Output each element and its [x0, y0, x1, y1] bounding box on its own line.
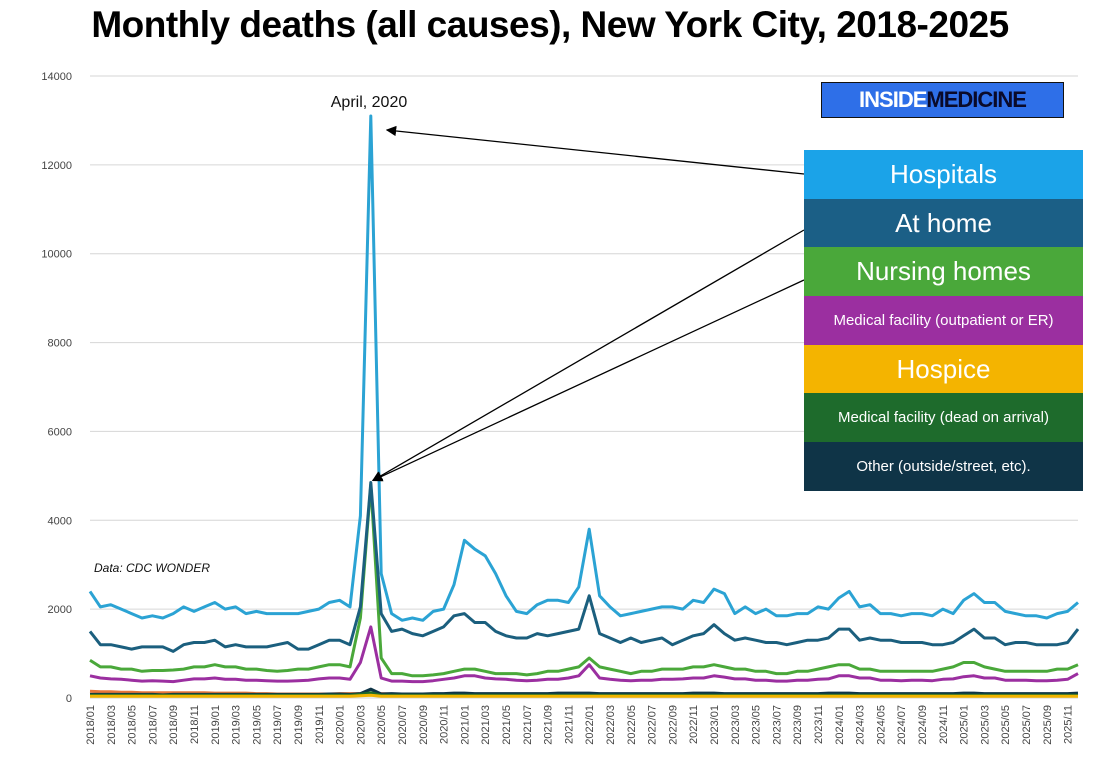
x-tick-label: 2024/07: [896, 705, 908, 745]
x-tick-label: 2019/07: [272, 705, 284, 745]
x-axis-ticks: 2018/01 2018/03 2018/05 2018/07 2018/09 2018/…: [85, 705, 1075, 745]
chart-title: Monthly deaths (all causes), New York Ci…: [91, 4, 1009, 45]
x-tick-label: 2019/05: [251, 705, 263, 745]
peak-annotation: April, 2020: [331, 94, 408, 111]
x-tick-label: 2022/01: [584, 705, 596, 745]
x-tick-label: 2018/09: [168, 705, 180, 745]
logo-part-medicine: MEDICINE: [926, 87, 1027, 112]
x-tick-label: 2020/09: [418, 705, 430, 745]
legend-item: Medical facility (dead on arrival): [804, 393, 1083, 443]
x-tick-label: 2020/07: [397, 705, 409, 745]
legend-item: At home: [804, 198, 1083, 248]
x-tick-label: 2025/01: [959, 705, 971, 745]
series-line-medical-facility-outpatient-or-er: [89, 625, 1079, 684]
x-tick-label: 2019/03: [231, 705, 243, 745]
x-tick-label: 2023/05: [751, 705, 763, 745]
x-tick-label: 2025/07: [1021, 705, 1033, 745]
x-tick-label: 2019/09: [293, 705, 305, 745]
y-tick-label: 10000: [41, 249, 72, 261]
x-tick-label: 2024/01: [834, 705, 846, 745]
series-lines: [88, 114, 1080, 698]
x-tick-label: 2020/11: [439, 705, 451, 744]
legend-item: Hospitals: [804, 150, 1083, 199]
x-tick-label: 2022/11: [688, 705, 700, 744]
x-tick-label: 2023/09: [792, 705, 804, 745]
x-tick-label: 2025/05: [1000, 705, 1012, 745]
x-tick-label: 2025/11: [1063, 705, 1075, 744]
y-tick-label: 14000: [41, 71, 72, 83]
x-tick-label: 2021/09: [543, 705, 555, 745]
annotation-arrows: [371, 125, 805, 482]
series-line-nursing-homes: [89, 483, 1079, 678]
series-line-hospice: [90, 693, 1078, 698]
source-note: Data: CDC WONDER: [94, 561, 210, 575]
y-tick-label: 6000: [48, 426, 72, 438]
x-tick-label: 2024/05: [875, 705, 887, 745]
x-tick-label: 2024/03: [855, 705, 867, 745]
y-tick-label: 12000: [41, 160, 72, 172]
legend-item: Other (outside/street, etc).: [804, 442, 1083, 491]
x-tick-label: 2022/05: [626, 705, 638, 745]
x-tick-label: 2025/03: [979, 705, 991, 745]
x-tick-label: 2019/01: [210, 705, 222, 745]
x-tick-label: 2021/05: [501, 705, 513, 745]
x-tick-label: 2020/03: [355, 705, 367, 745]
x-tick-label: 2023/07: [771, 705, 783, 745]
y-tick-label: 2000: [48, 604, 72, 616]
y-axis-ticks: 0 2000 4000 6000 8000 10000 12000 14000: [41, 71, 72, 705]
x-tick-label: 2021/03: [480, 705, 492, 745]
x-tick-label: 2018/07: [147, 705, 159, 745]
x-tick-label: 2022/03: [605, 705, 617, 745]
x-tick-label: 2021/11: [563, 705, 575, 744]
y-tick-label: 8000: [48, 338, 72, 350]
x-tick-label: 2018/01: [85, 705, 97, 745]
series-line-at-home: [88, 481, 1080, 653]
annotation-arrow: [371, 229, 805, 482]
annotation-arrow: [385, 125, 805, 175]
x-tick-label: 2018/05: [127, 705, 139, 745]
x-tick-label: 2025/09: [1042, 705, 1054, 745]
inside-medicine-logo: INSIDE MEDICINE: [821, 82, 1064, 118]
x-tick-label: 2024/09: [917, 705, 929, 745]
x-tick-label: 2022/07: [647, 705, 659, 745]
logo-part-inside: INSIDE: [859, 87, 927, 112]
annotation-arrow: [371, 279, 805, 482]
x-tick-label: 2021/07: [522, 705, 534, 745]
legend: Hospitals At home Nursing homes Medical fac…: [804, 150, 1083, 491]
y-tick-label: 4000: [48, 515, 72, 527]
x-tick-label: 2020/01: [335, 705, 347, 745]
series-line-hospitals: [88, 114, 1079, 622]
x-tick-label: 2021/01: [459, 705, 471, 745]
x-tick-label: 2023/01: [709, 705, 721, 745]
legend-item: Hospice: [804, 344, 1083, 394]
x-tick-label: 2022/09: [667, 705, 679, 745]
x-tick-label: 2024/11: [938, 705, 950, 744]
x-tick-label: 2018/03: [106, 705, 118, 745]
x-tick-label: 2018/11: [189, 705, 201, 744]
x-tick-label: 2020/05: [376, 705, 388, 745]
legend-item: Medical facility (outpatient or ER): [804, 296, 1083, 345]
x-tick-label: 2019/11: [314, 705, 326, 744]
y-tick-label: 0: [66, 693, 72, 705]
legend-item: Nursing homes: [804, 247, 1083, 297]
x-tick-label: 2023/03: [730, 705, 742, 745]
x-tick-label: 2023/11: [813, 705, 825, 744]
